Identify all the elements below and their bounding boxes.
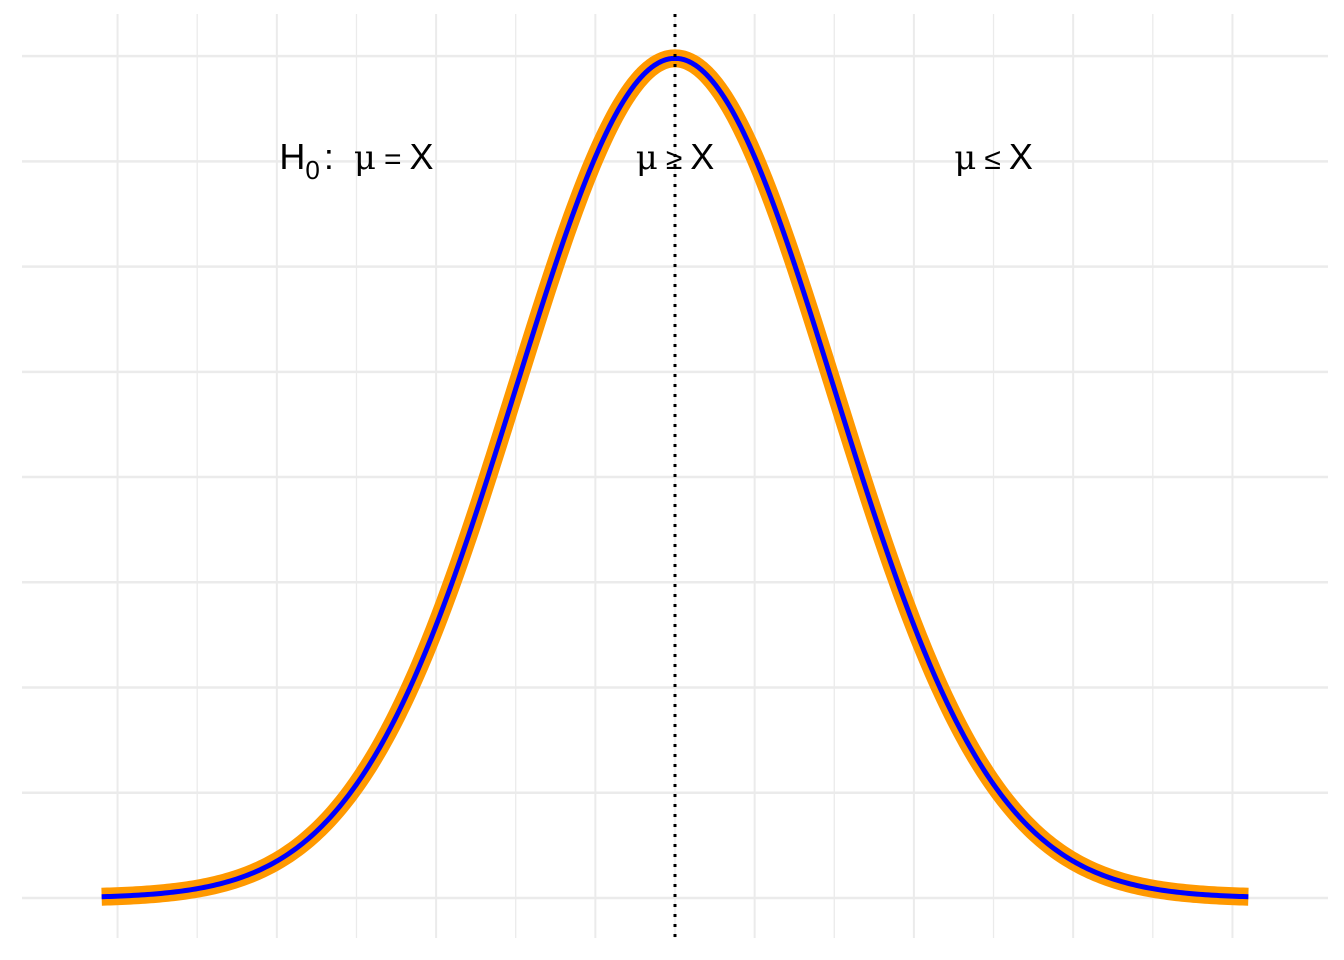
density-curve-curve <box>101 55 1249 900</box>
annotation-left-tailed: μ ≤ X <box>954 136 1033 178</box>
curves <box>95 49 1255 906</box>
annotation-h0: H0: μ = X <box>279 136 433 185</box>
annotation-right-tailed: μ ≥ X <box>636 136 715 178</box>
